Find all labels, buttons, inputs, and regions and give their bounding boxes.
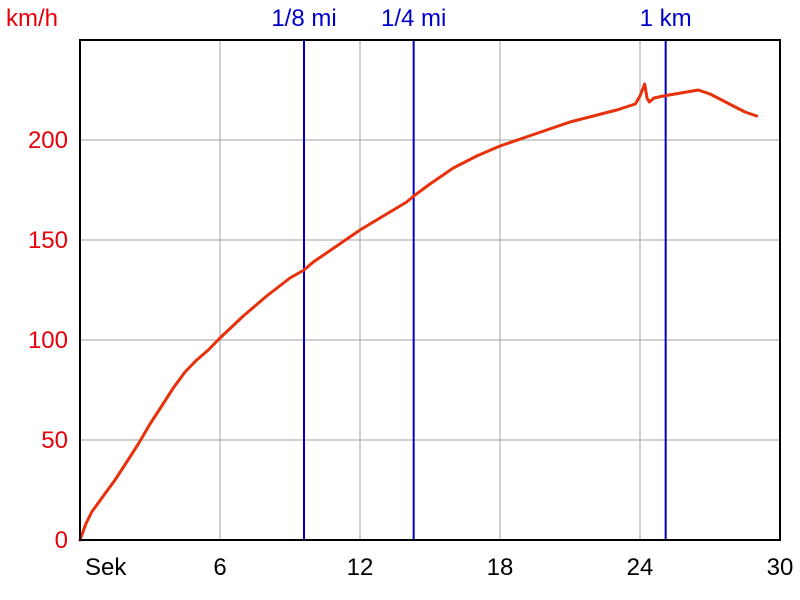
y-tick-label: 100	[28, 327, 68, 354]
plot-frame	[79, 39, 781, 541]
x-tick-label: 24	[627, 554, 654, 581]
y-tick-label: 50	[41, 427, 68, 454]
grid-lines	[80, 40, 780, 540]
distance-marker-label: 1/8 mi	[271, 5, 336, 32]
y-tick-label: 0	[55, 527, 68, 554]
x-tick-label: 30	[767, 554, 794, 581]
distance-marker-label: 1 km	[640, 5, 692, 32]
x-tick-label: 12	[347, 554, 374, 581]
x-tick-label: 6	[213, 554, 226, 581]
speed-series-line	[78, 82, 759, 542]
x-tick-labels: 6 12 18 24 30	[213, 554, 793, 581]
distance-marker-label: 1/4 mi	[381, 5, 446, 32]
y-tick-label: 200	[28, 127, 68, 154]
distance-markers: 1/8 mi 1/4 mi 1 km	[271, 5, 692, 540]
y-axis-label: km/h	[6, 5, 58, 32]
y-tick-labels: 0 50 100 150 200	[28, 127, 68, 554]
x-tick-label: 18	[487, 554, 514, 581]
y-tick-label: 150	[28, 227, 68, 254]
x-axis-label: Sek	[85, 554, 127, 581]
